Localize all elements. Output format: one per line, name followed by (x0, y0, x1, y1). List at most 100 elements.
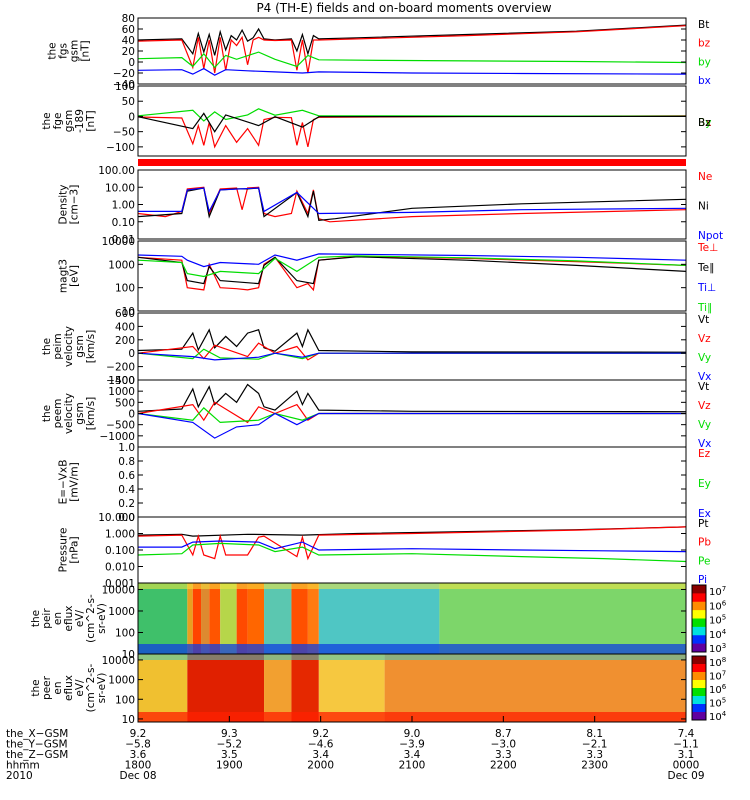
y-tick-label: 0.2 (118, 498, 135, 510)
x-tick-label: −5.2 (217, 739, 243, 751)
colorbar-tick-label: 104 (709, 710, 727, 723)
x-tick-label: −4.6 (308, 739, 334, 751)
legend-entry: Ni (698, 201, 709, 213)
panel-frame (137, 85, 687, 157)
colorbar-tick-label: 103 (709, 642, 726, 655)
colorbar-tick-label: 108 (709, 656, 726, 669)
series-vy-line (137, 348, 686, 360)
panel-frame (137, 169, 687, 240)
spectrogram-band (187, 654, 265, 722)
series-pe-line (137, 542, 687, 563)
legend-entry: Vt (698, 314, 709, 326)
panel-frame (137, 516, 687, 584)
x-tick-label: 3.3 (586, 749, 603, 761)
colorbar-tick-label: 106 (709, 599, 727, 612)
series-ni-line (137, 187, 687, 222)
y-tick-label: 0 (128, 409, 135, 421)
y-axis-label: magt3 (58, 259, 70, 293)
x-tick-label: 0000 (673, 760, 700, 772)
colorbar-tick-label: 107 (709, 585, 726, 598)
legend-entry: Ne (698, 171, 712, 183)
panel-pressure: 10.000 1.000 0.100 0.010 0.001 Pressure [nPa] P… (58, 512, 712, 590)
spectrogram-band (264, 583, 292, 654)
legend-entry: Pi (698, 574, 707, 586)
x-tick-label: 9.3 (221, 728, 238, 740)
y-axis-label: the (41, 405, 53, 422)
spectrogram-band (318, 654, 385, 722)
y-axis-label: gsm (69, 40, 81, 62)
x-tick-label: 3.4 (404, 749, 421, 761)
panel-temperature: 10000 1000 100 10 magt3 [eV] Te⊥ Te∥ Ti⊥ Ti∥ (58, 236, 719, 318)
x-row-label: the_Z−GSM (6, 749, 68, 761)
status-bar (138, 159, 686, 166)
y-tick-label: 0.001 (105, 578, 135, 590)
y-axis-label: sr-eV) (96, 673, 108, 704)
x-tick-label: −2.1 (582, 739, 608, 751)
spectrogram-band (291, 654, 319, 722)
x-tick-label: 9.2 (312, 728, 329, 740)
y-axis-label: eV/ (74, 679, 86, 697)
colorbar-swatch (692, 601, 706, 611)
spectrogram-band (291, 583, 308, 654)
y-axis-label: -189 (74, 109, 86, 133)
x-tick-label: 1800 (125, 760, 152, 772)
y-tick-label: −50 (113, 127, 135, 139)
series-pb-line (137, 526, 687, 561)
series-vt-line (137, 383, 687, 413)
colorbar-frame (691, 584, 707, 653)
legend-entry: by (698, 56, 711, 68)
y-axis-label: eflux (63, 606, 75, 632)
x-tick-label: −5.8 (125, 739, 151, 751)
legend-entry: Npot (698, 230, 723, 242)
y-axis-label: [mV/m] (69, 462, 81, 501)
y-tick-label: 400 (115, 321, 135, 333)
x-tick-label: 3.1 (678, 749, 695, 761)
x-tick-label: 8.7 (495, 728, 512, 740)
colorbar-tick-label: 105 (709, 614, 726, 627)
x-tick-label: 7.4 (678, 728, 695, 740)
panel-efield: 1.0 0.8 0.6 0.4 0.2 0.0 E=−VxB [mV/m] Ez Ey Ex (58, 442, 711, 524)
x-tick-label: 9.0 (404, 728, 421, 740)
y-axis-label: fgs (58, 43, 70, 59)
x-tick-label: 3.4 (312, 749, 329, 761)
x-tick-label: 2100 (399, 760, 426, 772)
legend-entry: Ey (698, 478, 711, 490)
y-tick-label: −40 (113, 79, 135, 91)
legend-entry: Vx (698, 371, 711, 383)
y-axis-label: [eV] (69, 265, 81, 287)
y-tick-label: 100.00 (98, 165, 135, 177)
y-axis-label: peim (52, 333, 64, 359)
x-row-label: hhmm (6, 760, 40, 772)
y-axis-label: peer (41, 675, 53, 700)
y-tick-label: 0.4 (118, 484, 135, 496)
y-axis-label: Density (58, 185, 70, 225)
spectrogram-high-band (138, 583, 686, 589)
y-axis-label: [nT] (80, 40, 92, 61)
y-tick-label: 1.000 (105, 529, 135, 541)
y-tick-label: 0.100 (105, 545, 135, 557)
y-tick-label: −20 (113, 68, 135, 80)
spectrogram-band (209, 583, 221, 654)
y-tick-label: 0.0 (118, 512, 135, 524)
spectrogram-band (439, 583, 686, 654)
y-tick-label: 50 (122, 96, 135, 108)
y-axis-label: eflux (63, 675, 75, 701)
y-tick-label: 100 (115, 81, 135, 93)
legend-entry: Vy (698, 352, 711, 364)
colorbar-swatch (692, 712, 706, 721)
x-tick-label: 8.1 (586, 728, 603, 740)
series-bz-line (137, 25, 687, 74)
y-axis-label: sr-eV) (96, 603, 108, 634)
colorbar-tick-label: 104 (709, 628, 727, 641)
legend-entry: Ez (698, 448, 711, 460)
colorbar-swatch (692, 688, 706, 697)
legend-entry: Te⊥ (697, 242, 718, 254)
spectrogram-band (247, 583, 265, 654)
colorbar-tick-label: 107 (709, 670, 726, 683)
y-tick-label: 0.010 (105, 562, 135, 574)
y-axis-label: the (41, 338, 53, 355)
y-tick-label: 0.01 (112, 234, 135, 246)
x-row-label: the_X−GSM (6, 728, 68, 740)
y-axis-label: gsm (74, 402, 86, 424)
